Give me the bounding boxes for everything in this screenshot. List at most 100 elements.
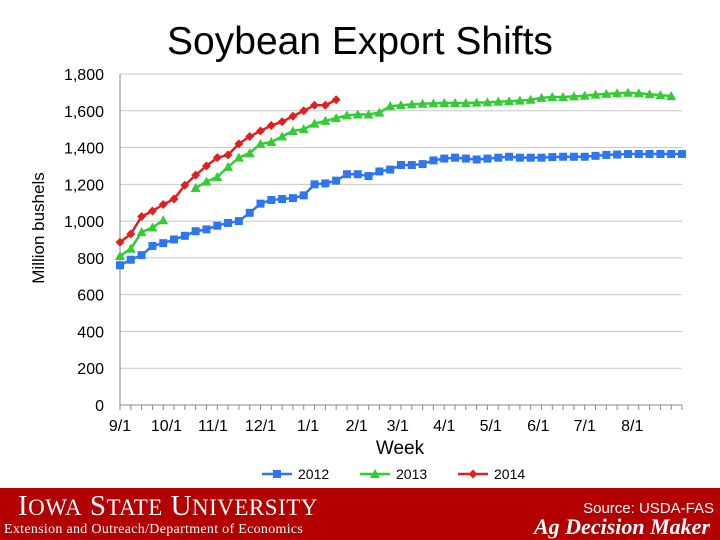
- data-point: [634, 149, 643, 158]
- data-point: [536, 92, 547, 102]
- data-point: [202, 225, 211, 234]
- legend-item-2014: 2014: [458, 466, 525, 482]
- data-point: [234, 217, 243, 226]
- y-tick-label: 800: [77, 251, 104, 268]
- data-point: [137, 251, 146, 260]
- data-point: [385, 101, 396, 111]
- data-point: [159, 239, 168, 248]
- data-point: [212, 171, 223, 181]
- x-tick-label: 10/1: [151, 418, 182, 435]
- data-point: [397, 161, 405, 170]
- data-point: [266, 120, 276, 130]
- data-point: [233, 152, 244, 162]
- y-tick-label: 1,000: [64, 214, 104, 231]
- source-note: Source: USDA-FAS: [583, 500, 714, 517]
- data-point: [147, 222, 158, 232]
- data-point: [148, 241, 157, 250]
- data-point: [655, 90, 666, 100]
- data-point: [137, 212, 147, 222]
- data-point: [288, 111, 298, 121]
- series: [115, 87, 686, 270]
- gridlines: [120, 73, 682, 369]
- data-point: [245, 132, 255, 142]
- y-tick-label: 1,400: [64, 141, 104, 158]
- data-point: [439, 98, 450, 108]
- x-tick-label: 5/1: [480, 418, 502, 435]
- data-point: [256, 126, 265, 136]
- x-tick-label: 4/1: [433, 418, 455, 435]
- y-tick-label: 1,200: [64, 177, 104, 194]
- data-point: [277, 131, 288, 141]
- data-point: [266, 137, 277, 147]
- data-point: [287, 126, 298, 136]
- data-point: [352, 109, 363, 119]
- y-tick-label: 600: [77, 288, 104, 305]
- data-point: [591, 151, 600, 160]
- data-point: [580, 152, 589, 161]
- data-point: [116, 261, 124, 270]
- data-point: [126, 229, 136, 239]
- data-point: [450, 98, 461, 108]
- data-point: [483, 154, 492, 163]
- footer-bar: IOWA STATE UNIVERSITY Extension and Outr…: [0, 488, 720, 540]
- data-point: [320, 100, 330, 110]
- y-tick-label: 1,800: [64, 67, 104, 84]
- axes: 0 200 400 600 800 1,000 1,200 1,400 1,600 1,800 9/…: [64, 67, 683, 435]
- data-point: [386, 165, 395, 174]
- data-point: [201, 176, 212, 186]
- data-point: [180, 231, 189, 240]
- data-point: [190, 183, 201, 193]
- data-point: [299, 106, 309, 116]
- data-point: [644, 89, 655, 99]
- data-point: [115, 237, 125, 247]
- legend-marker: [468, 469, 478, 479]
- data-point: [461, 154, 470, 163]
- data-point: [310, 180, 319, 189]
- data-point: [612, 88, 623, 98]
- data-point: [278, 195, 287, 204]
- data-point: [428, 98, 439, 108]
- data-point: [568, 91, 579, 101]
- data-point: [180, 180, 190, 190]
- data-point: [125, 243, 136, 253]
- legend-item-2013: 2013: [360, 466, 427, 482]
- data-point: [310, 100, 320, 110]
- data-point: [633, 88, 644, 98]
- data-point: [559, 152, 568, 161]
- data-point: [158, 200, 168, 210]
- data-point: [267, 195, 276, 204]
- data-point: [213, 221, 222, 230]
- data-point: [494, 153, 503, 162]
- data-point: [406, 99, 417, 109]
- data-point: [407, 161, 416, 170]
- data-point: [666, 91, 677, 101]
- series-line: [119, 152, 682, 267]
- data-point: [623, 149, 632, 158]
- data-point: [472, 155, 481, 164]
- y-tick-label: 400: [77, 324, 104, 341]
- data-point: [579, 90, 590, 100]
- x-tick-label: 6/1: [527, 418, 549, 435]
- data-point: [363, 109, 374, 119]
- data-point: [223, 150, 233, 160]
- x-tick-label: 11/1: [198, 418, 228, 435]
- data-point: [514, 95, 525, 105]
- x-tick-label: 8/1: [621, 418, 643, 435]
- data-point: [396, 100, 406, 110]
- data-point: [191, 170, 201, 180]
- footer-subtitle: Extension and Outreach/Department of Eco…: [4, 522, 304, 537]
- y-tick-label: 1,600: [64, 104, 104, 121]
- legend: 2012 2013 2014: [262, 466, 525, 482]
- chart-title: Soybean Export Shifts: [167, 20, 553, 63]
- data-point: [375, 167, 384, 176]
- data-point: [224, 218, 233, 227]
- data-point: [645, 149, 654, 158]
- data-point: [256, 199, 265, 208]
- data-point: [569, 152, 578, 161]
- data-point: [451, 153, 460, 162]
- data-point: [223, 161, 234, 171]
- data-point: [147, 206, 157, 216]
- y-axis-label: Million bushels: [29, 172, 48, 284]
- x-tick-label: 7/1: [574, 418, 596, 435]
- data-point: [234, 139, 244, 149]
